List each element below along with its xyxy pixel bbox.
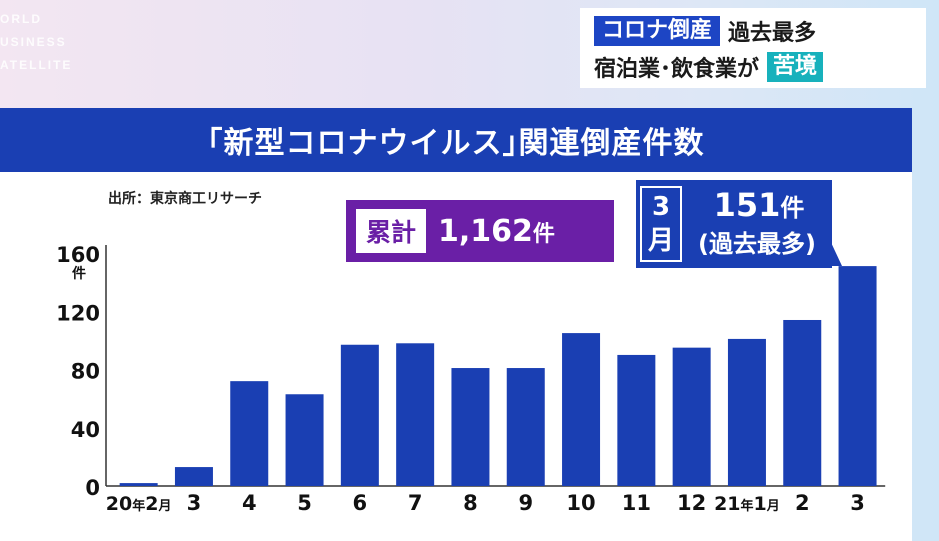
y-tick-label: 40: [71, 418, 100, 442]
x-tick-label: 12: [677, 491, 706, 515]
bar: [285, 394, 324, 486]
x-tick-label: 6: [353, 491, 368, 515]
x-tick-label: 11: [622, 491, 651, 515]
callout-pointer: [828, 236, 842, 266]
bar: [396, 343, 435, 486]
bar: [174, 467, 213, 486]
cumulative-total-label: 累計: [356, 209, 427, 253]
x-tick-label: 9: [518, 491, 533, 515]
chart-axes: [105, 245, 886, 487]
bar: [451, 368, 490, 486]
y-tick-label: 80: [71, 360, 100, 384]
headline-box: コロナ倒産 過去最多 宿泊業･飲食業が 苦境: [580, 8, 926, 88]
bar: [230, 381, 269, 486]
y-tick-label: 120: [56, 301, 100, 325]
headline-line-2: 宿泊業･飲食業が 苦境: [594, 50, 918, 84]
x-tick-label: 3: [187, 491, 202, 515]
callout-value: 151: [713, 186, 781, 224]
x-tick-label: 2: [795, 491, 810, 515]
callout-value-wrap: 151件: [690, 184, 828, 229]
chart-bars: [119, 266, 877, 486]
headline-record-high: 過去最多: [728, 21, 817, 46]
headline-tag-corona-bankruptcy: コロナ倒産: [594, 16, 721, 46]
callout-unit: 件: [780, 194, 805, 222]
x-tick-label: 8: [463, 491, 478, 515]
cumulative-total-box: 累計 1,162件: [346, 200, 614, 262]
y-tick-label: 0: [85, 476, 100, 500]
y-tick-label: 160: [56, 243, 100, 267]
bar: [672, 347, 711, 486]
bar: [838, 266, 877, 486]
chart-x-ticks: 20年2月 3 4 5 6 7 8 9 10 11 12 21年1月 2 3: [106, 491, 865, 515]
logo-line-1: ORLD: [0, 12, 42, 26]
bar: [506, 368, 545, 486]
headline-industries: 宿泊業･飲食業が: [594, 57, 760, 82]
chart-title: ｢新型コロナウイルス｣関連倒産件数: [0, 108, 912, 172]
callout-month-number: 3: [651, 192, 671, 222]
x-tick-label: 4: [242, 491, 257, 515]
logo-line-2: USINESS: [0, 35, 67, 49]
bar: [562, 333, 601, 486]
logo-line-3: ATELLITE: [0, 58, 73, 72]
x-tick-label: 3: [850, 491, 865, 515]
x-tick-label: 20年2月: [106, 493, 172, 515]
x-tick-label: 5: [297, 491, 312, 515]
cumulative-total-value: 1,162: [438, 213, 533, 249]
wbs-logo: ORLD USINESS ATELLITE: [0, 8, 72, 77]
bar: [119, 483, 158, 486]
callout-note: (過去最多): [698, 230, 816, 258]
x-tick-label: 21年1月: [714, 493, 780, 515]
x-tick-label: 10: [566, 491, 595, 515]
x-tick-label: 7: [408, 491, 423, 515]
march-record-callout: 3 月 151件 (過去最多): [636, 180, 832, 268]
headline-line-1: コロナ倒産 過去最多: [594, 14, 918, 48]
callout-month-char: 月: [647, 226, 674, 256]
chart-source: 出所：東京商工リサーチ: [108, 191, 262, 207]
bar: [727, 338, 766, 486]
cumulative-total-value-wrap: 1,162件: [438, 214, 555, 249]
cumulative-total-unit: 件: [532, 221, 555, 247]
y-axis-unit-label: 件: [72, 265, 86, 282]
bar: [617, 354, 656, 486]
bar: [340, 344, 379, 486]
callout-month: 3 月: [640, 186, 682, 262]
bar: [783, 319, 822, 486]
headline-tag-hardship: 苦境: [767, 52, 824, 82]
chart-panel: ｢新型コロナウイルス｣関連倒産件数 出所：東京商工リサーチ 20年2月 3 4 5 6 7…: [0, 108, 912, 541]
